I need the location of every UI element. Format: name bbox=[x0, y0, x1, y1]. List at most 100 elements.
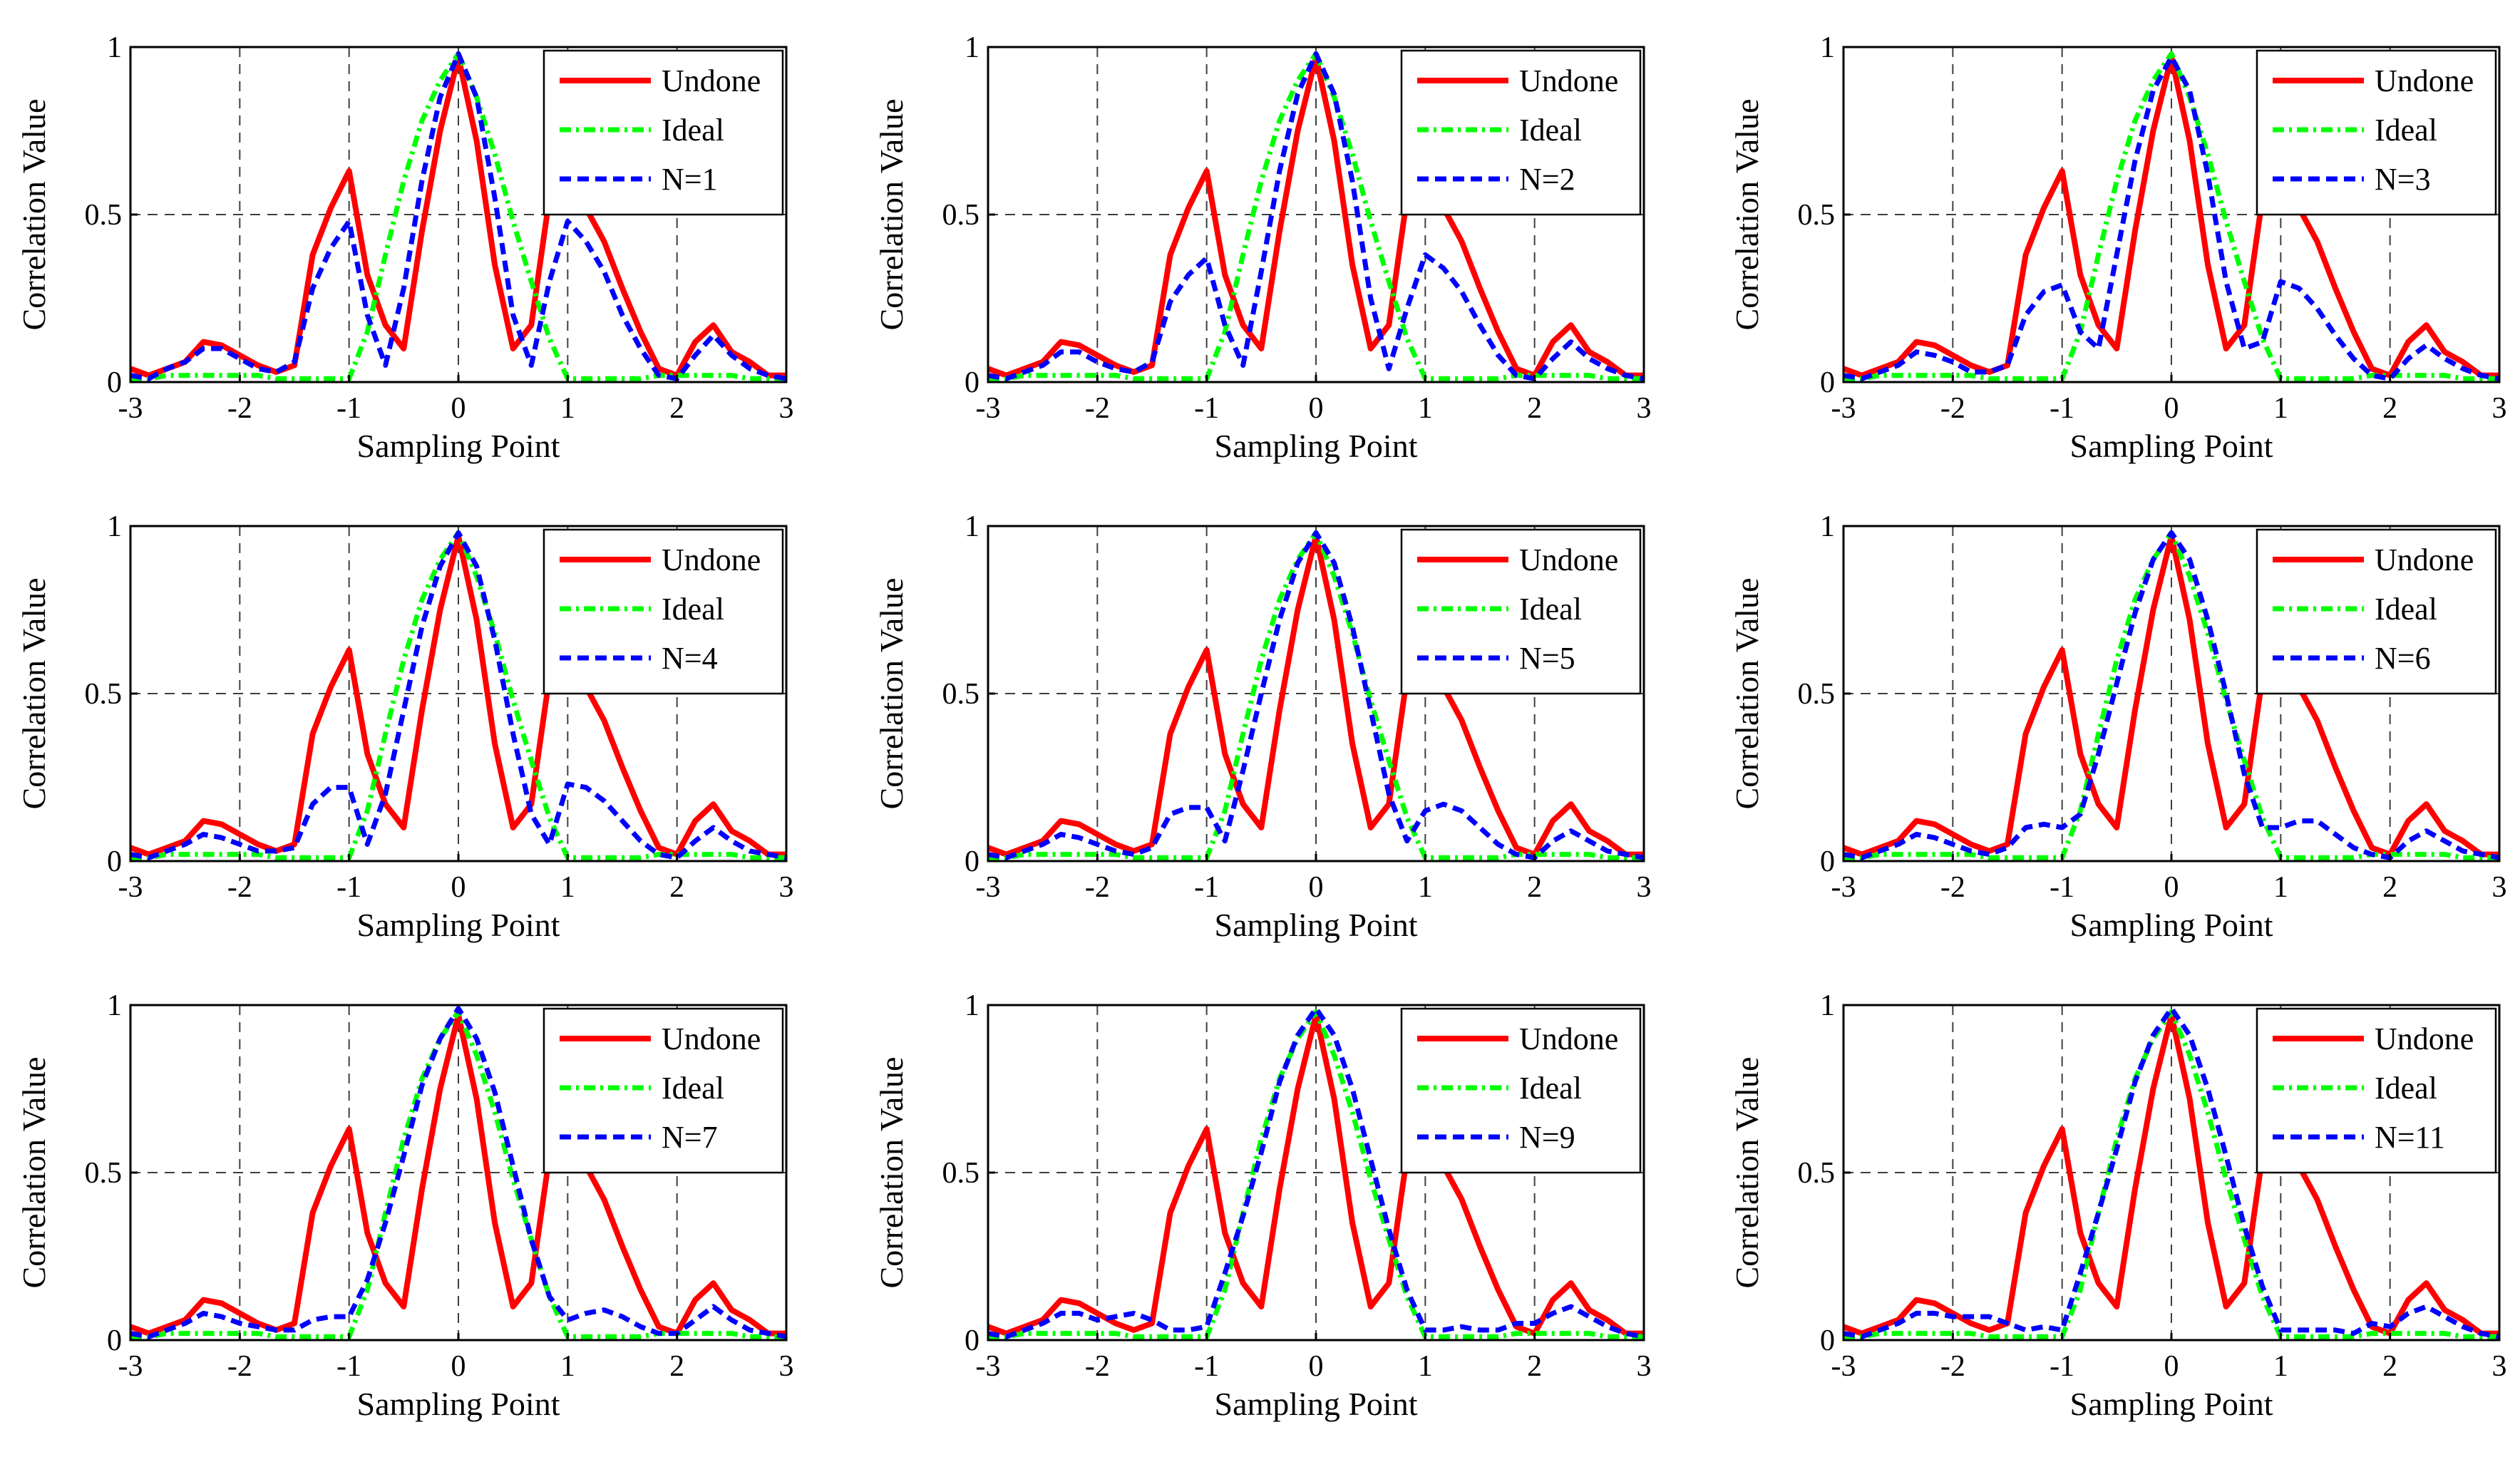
x-tick-label: 3 bbox=[1637, 1350, 1652, 1383]
legend: Undone Ideal N=9 bbox=[1400, 1007, 1642, 1174]
x-tick-label: -2 bbox=[1940, 392, 1965, 425]
x-tick-label: 0 bbox=[451, 392, 466, 425]
x-tick-label: -3 bbox=[976, 1350, 1001, 1383]
x-tick-label: 2 bbox=[1527, 1350, 1542, 1383]
x-tick-label: 3 bbox=[1637, 392, 1652, 425]
y-tick-label: 1 bbox=[107, 31, 122, 64]
legend-label: Ideal bbox=[2375, 592, 2437, 627]
x-axis-label: Sampling Point bbox=[2070, 907, 2273, 943]
x-axis-label: Sampling Point bbox=[357, 1386, 560, 1422]
y-tick-label: 0.5 bbox=[85, 199, 123, 232]
x-tick-label: 3 bbox=[2492, 871, 2507, 904]
x-tick-label: -1 bbox=[336, 392, 361, 425]
y-tick-label: 0.5 bbox=[942, 199, 980, 232]
legend: Undone Ideal N=6 bbox=[2256, 528, 2497, 695]
y-axis-label: Correlation Value bbox=[16, 578, 52, 810]
y-tick-label: 1 bbox=[107, 510, 122, 543]
x-tick-label: 1 bbox=[560, 1350, 575, 1383]
x-tick-label: 0 bbox=[451, 871, 466, 904]
y-tick-label: 1 bbox=[107, 989, 122, 1022]
y-tick-label: 0 bbox=[1820, 1324, 1835, 1357]
x-tick-label: 0 bbox=[1309, 871, 1324, 904]
x-tick-label: -1 bbox=[2050, 871, 2074, 904]
x-tick-label: -2 bbox=[1085, 871, 1110, 904]
legend-label: N=5 bbox=[1519, 641, 1575, 676]
x-axis-label: Sampling Point bbox=[1215, 1386, 1418, 1422]
legend: Undone Ideal N=11 bbox=[2256, 1007, 2497, 1174]
x-tick-label: -3 bbox=[118, 871, 143, 904]
legend-label: Ideal bbox=[1519, 1071, 1582, 1106]
legend-label: Ideal bbox=[1519, 113, 1582, 148]
series-line-n-9 bbox=[987, 1006, 1645, 1339]
legend: Undone Ideal N=4 bbox=[542, 528, 784, 695]
x-tick-label: 2 bbox=[1527, 871, 1542, 904]
series-line-n-11 bbox=[1843, 1006, 2500, 1339]
legend-label: Undone bbox=[1519, 1021, 1618, 1056]
y-tick-label: 0 bbox=[107, 845, 122, 878]
x-tick-label: -1 bbox=[2050, 392, 2074, 425]
legend-label: Undone bbox=[2375, 63, 2474, 98]
x-tick-label: -3 bbox=[976, 392, 1001, 425]
x-axis-label: Sampling Point bbox=[1215, 907, 1418, 943]
x-tick-label: 1 bbox=[1418, 871, 1433, 904]
y-axis-label: Correlation Value bbox=[1729, 578, 1765, 810]
y-tick-label: 0 bbox=[965, 845, 979, 878]
legend-label: N=1 bbox=[662, 162, 718, 197]
y-tick-label: 0 bbox=[1820, 366, 1835, 399]
legend-label: N=6 bbox=[2375, 641, 2431, 676]
x-axis-label: Sampling Point bbox=[2070, 428, 2273, 464]
x-axis-label: Sampling Point bbox=[1215, 428, 1418, 464]
x-tick-label: 2 bbox=[2382, 392, 2397, 425]
legend: Undone Ideal N=7 bbox=[542, 1007, 784, 1174]
y-tick-label: 1 bbox=[1820, 31, 1835, 64]
legend: Undone Ideal N=3 bbox=[2256, 49, 2497, 216]
x-axis-label: Sampling Point bbox=[357, 428, 560, 464]
legend: Undone Ideal N=1 bbox=[542, 49, 784, 216]
legend-label: Ideal bbox=[662, 113, 724, 148]
y-axis-label: Correlation Value bbox=[1729, 1057, 1765, 1289]
x-axis-label: Sampling Point bbox=[2070, 1386, 2273, 1422]
legend-box bbox=[1400, 528, 1642, 695]
x-tick-label: 1 bbox=[2273, 392, 2288, 425]
x-tick-label: -2 bbox=[1085, 1350, 1110, 1383]
y-tick-label: 0.5 bbox=[942, 1157, 980, 1190]
x-tick-label: -3 bbox=[1831, 1350, 1856, 1383]
x-tick-label: -2 bbox=[227, 392, 252, 425]
x-tick-label: 3 bbox=[779, 1350, 794, 1383]
x-tick-label: 2 bbox=[1527, 392, 1542, 425]
x-tick-label: 0 bbox=[451, 1350, 466, 1383]
x-tick-label: 1 bbox=[2273, 1350, 2288, 1383]
x-tick-label: 0 bbox=[1309, 392, 1324, 425]
y-tick-label: 1 bbox=[965, 510, 979, 543]
x-tick-label: 3 bbox=[779, 392, 794, 425]
x-tick-label: -3 bbox=[1831, 392, 1856, 425]
legend-label: N=2 bbox=[1519, 162, 1575, 197]
y-axis-label: Correlation Value bbox=[873, 578, 910, 810]
y-tick-label: 0 bbox=[965, 366, 979, 399]
y-tick-label: 0 bbox=[107, 1324, 122, 1357]
series-line-ideal bbox=[1843, 51, 2499, 381]
legend-label: N=9 bbox=[1519, 1120, 1575, 1155]
x-tick-label: 1 bbox=[560, 871, 575, 904]
legend-label: Undone bbox=[2375, 1021, 2474, 1056]
x-tick-label: -2 bbox=[1085, 392, 1110, 425]
x-tick-label: 3 bbox=[779, 871, 794, 904]
x-tick-label: -3 bbox=[118, 1350, 143, 1383]
y-axis-label: Correlation Value bbox=[16, 99, 52, 331]
series-line-n-3 bbox=[1843, 54, 2500, 381]
legend: Undone Ideal N=5 bbox=[1400, 528, 1642, 695]
x-tick-label: 0 bbox=[1309, 1350, 1324, 1383]
x-tick-label: 3 bbox=[2492, 1350, 2507, 1383]
y-axis-label: Correlation Value bbox=[873, 99, 910, 331]
y-tick-label: 0 bbox=[965, 1324, 979, 1357]
x-axis-label: Sampling Point bbox=[357, 907, 560, 943]
y-tick-label: 0 bbox=[1820, 845, 1835, 878]
x-tick-label: 0 bbox=[2164, 392, 2179, 425]
x-tick-label: -3 bbox=[976, 871, 1001, 904]
y-tick-label: 1 bbox=[1820, 510, 1835, 543]
legend-label: Undone bbox=[2375, 542, 2474, 577]
